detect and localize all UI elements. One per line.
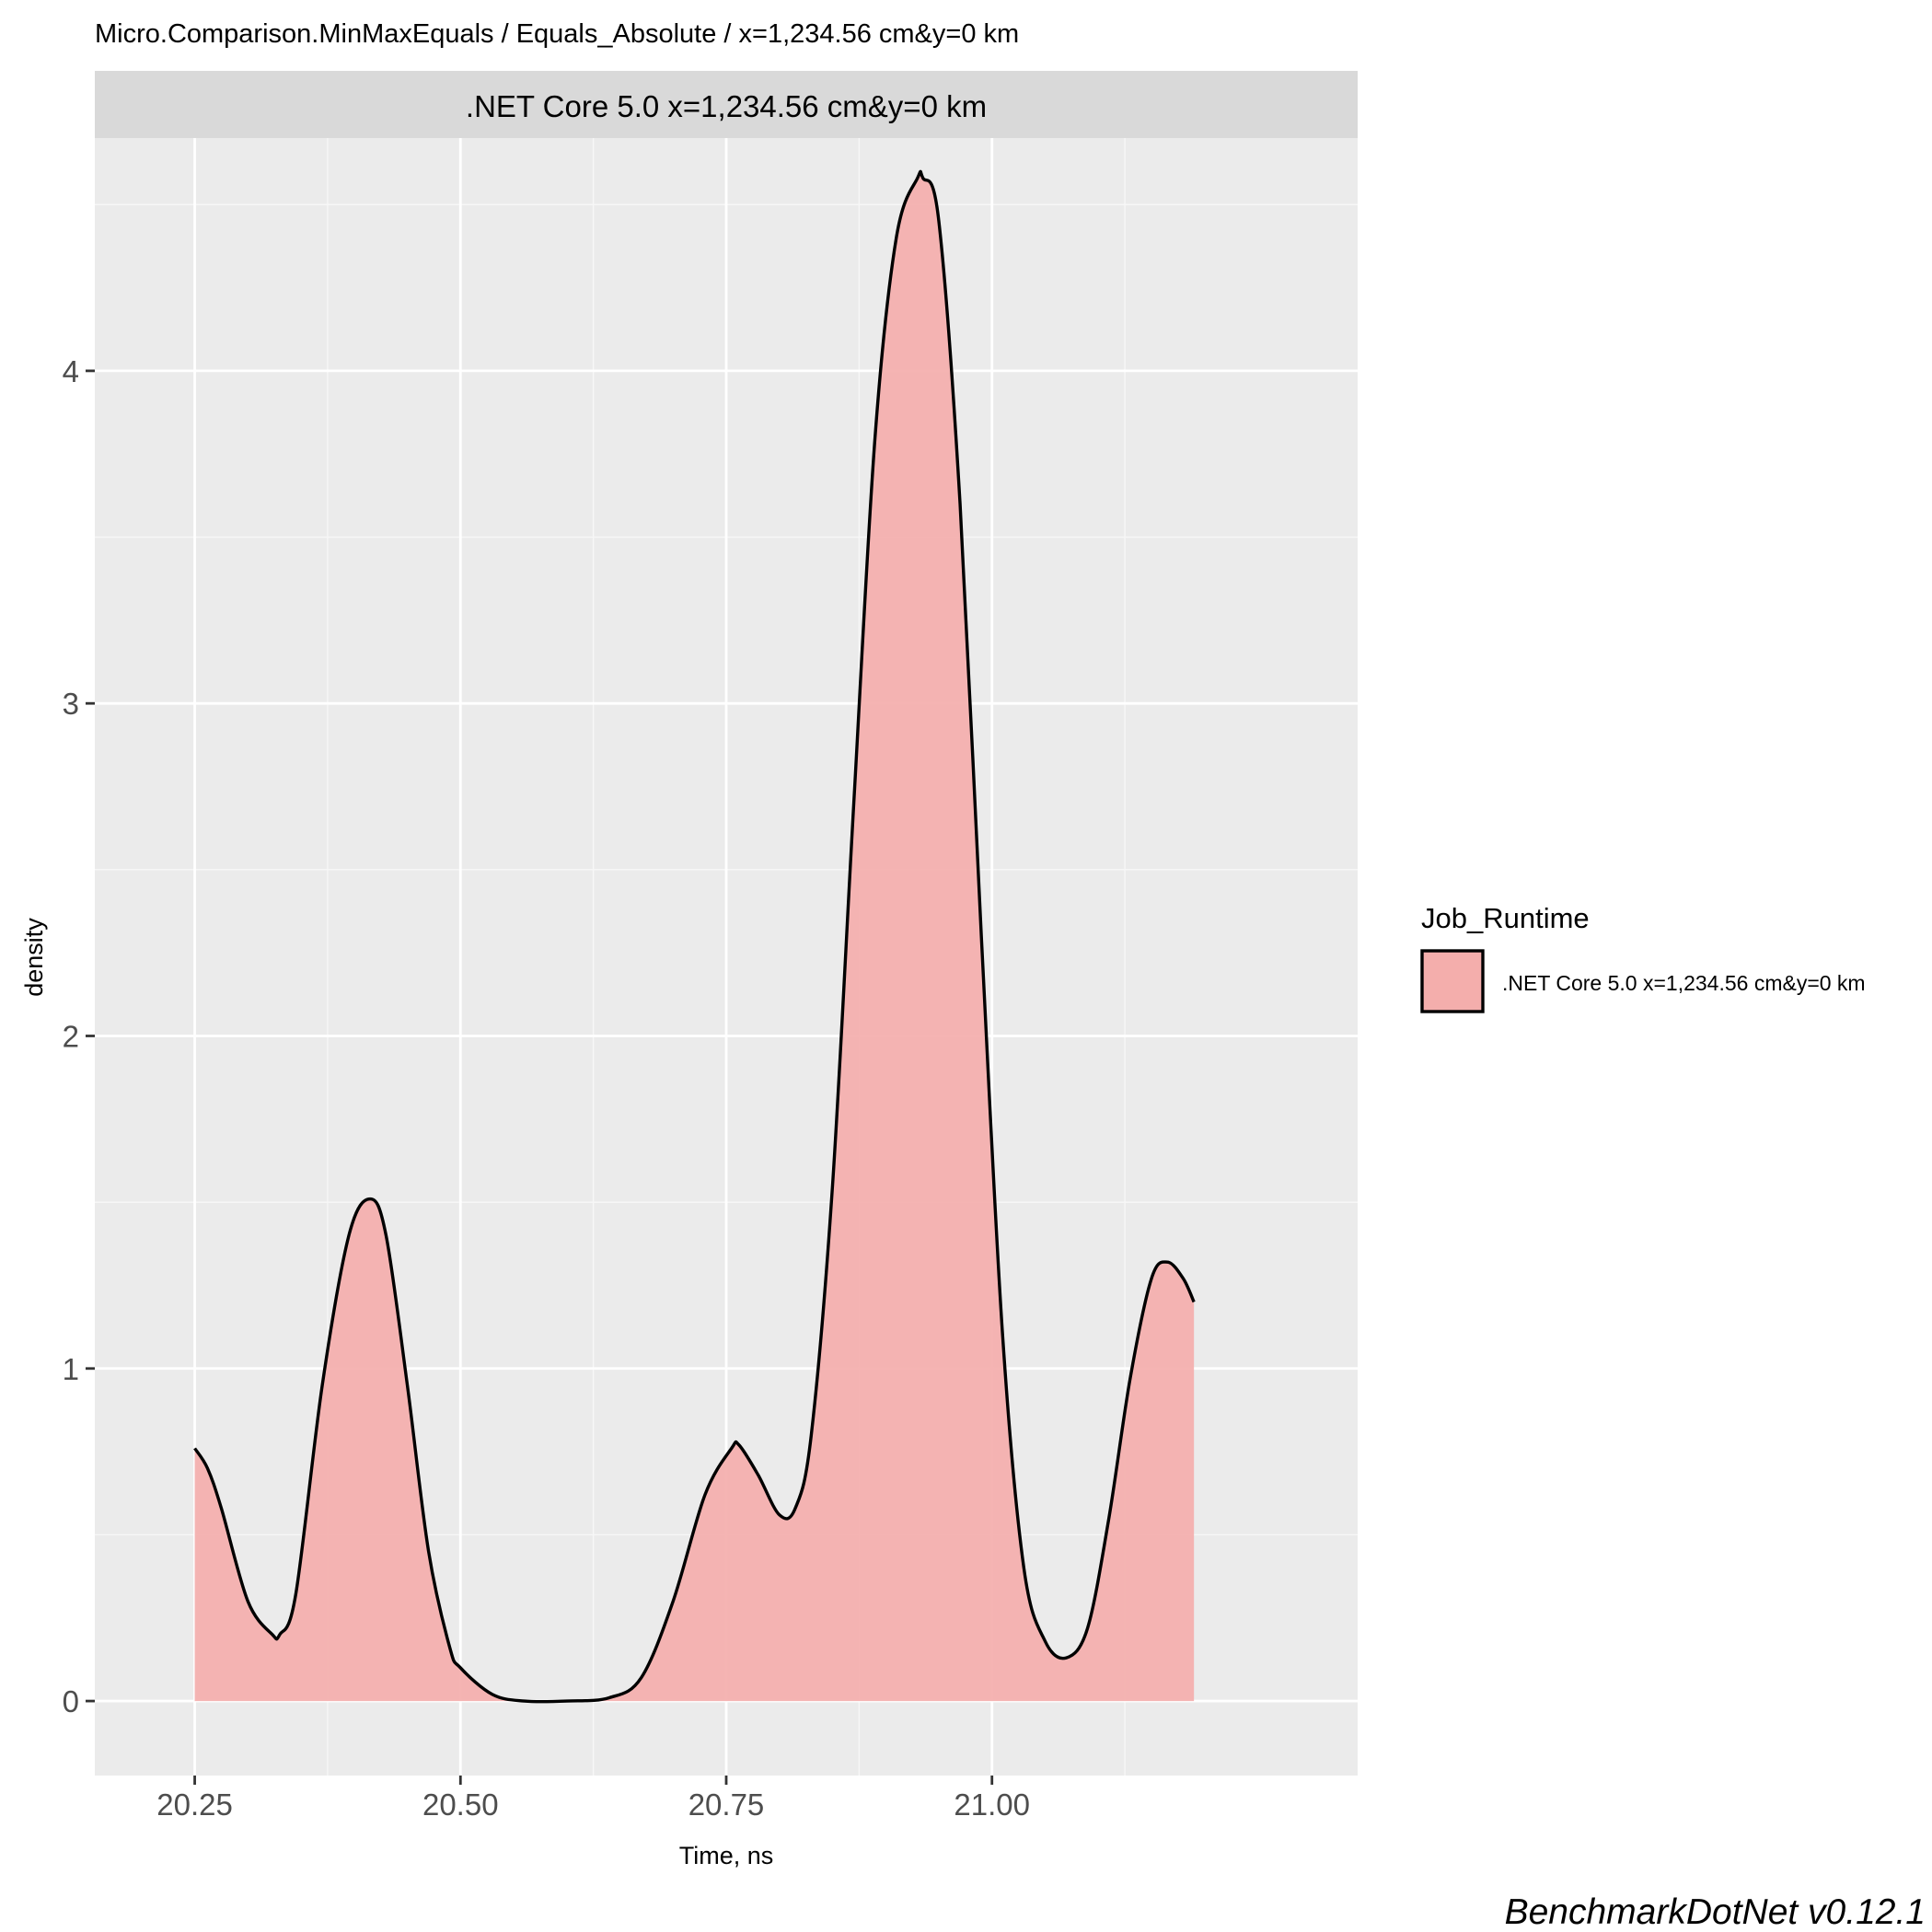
y-axis: 0 1 2 3 4: [63, 354, 95, 1718]
y-tick-label: 0: [63, 1684, 79, 1718]
legend-key-swatch: [1420, 949, 1485, 1013]
legend: Job_Runtime .NET Core 5.0 x=1,234.56 cm&…: [1420, 902, 1866, 1013]
density-line: [193, 169, 1196, 1704]
y-tick-label: 1: [63, 1352, 79, 1386]
x-tick-label: 21.00: [954, 1787, 1030, 1822]
y-axis-label: density: [20, 918, 48, 997]
watermark: BenchmarkDotNet v0.12.1: [1505, 1892, 1926, 1932]
y-tick-label: 2: [63, 1019, 79, 1053]
x-tick-label: 20.50: [422, 1787, 499, 1822]
x-axis: 20.25 20.50 20.75 21.00: [156, 1776, 1030, 1822]
major-gridlines: [95, 138, 1358, 1776]
x-axis-label: Time, ns: [679, 1842, 774, 1869]
facet-label: .NET Core 5.0 x=1,234.56 cm&y=0 km: [466, 89, 987, 123]
chart-title: Micro.Comparison.MinMaxEquals / Equals_A…: [95, 19, 1019, 49]
legend-entry-label: .NET Core 5.0 x=1,234.56 cm&y=0 km: [1502, 971, 1866, 995]
facet-strip: [95, 71, 1358, 138]
x-tick-label: 20.75: [688, 1787, 765, 1822]
legend-title: Job_Runtime: [1421, 902, 1590, 934]
density-area: [194, 171, 1195, 1702]
x-tick-label: 20.25: [156, 1787, 233, 1822]
y-tick-label: 3: [63, 687, 79, 721]
y-tick-label: 4: [63, 354, 79, 388]
